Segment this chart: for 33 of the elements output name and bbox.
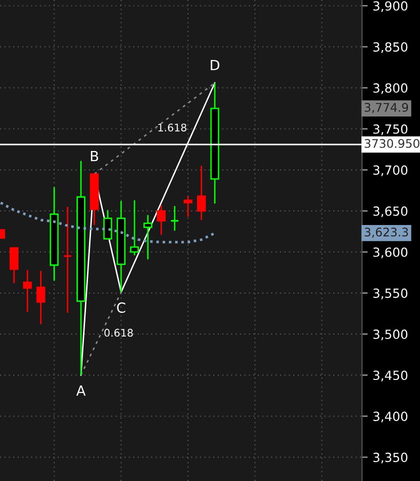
candlestick — [184, 195, 192, 218]
candlestick — [103, 209, 112, 240]
candlestick — [63, 206, 72, 314]
y-tick-label: 3,550 — [373, 288, 408, 300]
annotation: D — [210, 60, 220, 70]
annotation: A — [76, 385, 86, 396]
candlestick — [170, 205, 180, 232]
y-tick-label: 3,500 — [373, 330, 408, 340]
text: 3,774.9 — [364, 102, 408, 114]
candlestick — [10, 247, 18, 284]
y-tick-label: 3,400 — [373, 412, 408, 422]
candlestick — [143, 214, 152, 260]
candlestick — [196, 165, 206, 221]
candlestick — [36, 270, 46, 325]
y-tick-label: 3,450 — [373, 370, 408, 382]
y-tick-label: 3,600 — [373, 247, 408, 258]
candlestick — [130, 200, 139, 256]
y-tick-label: 3,900 — [373, 1, 408, 12]
annotation: B — [90, 151, 98, 162]
candlestick — [22, 269, 32, 313]
y-tick-label: 3,650 — [373, 206, 408, 218]
ref-line-label: 3730.950 — [364, 139, 420, 148]
y-tick-label: 3,850 — [373, 42, 408, 53]
candlestick — [156, 204, 166, 236]
y-tick-label: 3,750 — [373, 124, 408, 136]
y-tick-label: 3,800 — [373, 83, 408, 94]
y-tick-label: 3,350 — [373, 452, 408, 464]
text: 3,623.3 — [364, 228, 408, 238]
annotation: C — [117, 302, 126, 313]
annotation: 1.618 — [158, 124, 186, 132]
line-series — [0, 201, 216, 244]
y-tick-label: 3,700 — [373, 165, 408, 176]
annotation: 0.618 — [104, 328, 133, 337]
